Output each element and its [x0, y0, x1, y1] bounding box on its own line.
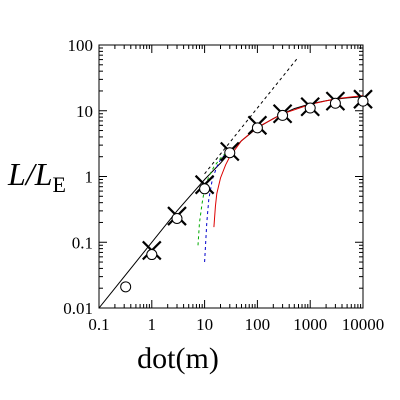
- series-4-line: [213, 95, 363, 228]
- x-tick-label: 10000: [342, 315, 385, 334]
- circle-marker: [171, 212, 183, 224]
- series-5-line: [204, 148, 231, 263]
- circle-marker: [304, 102, 316, 114]
- x-tick-label: 10: [196, 315, 213, 334]
- plot-frame: [98, 44, 364, 309]
- y-tick-label: 100: [68, 36, 94, 55]
- y-tick-label: 0.01: [63, 299, 93, 318]
- series-3-line: [204, 56, 299, 175]
- y-tick-label: 1: [85, 168, 94, 187]
- circle-marker: [251, 122, 263, 134]
- curves: [99, 56, 363, 308]
- circle-marker: [224, 147, 236, 159]
- y-axis-label: L/LE: [7, 156, 66, 197]
- circle-marker: [357, 95, 369, 107]
- x-tick-label: 100: [245, 315, 271, 334]
- circle-marker: [146, 249, 158, 261]
- circle-marker: [329, 97, 341, 109]
- x-tick-label: 1000: [293, 315, 327, 334]
- series-2-line: [99, 96, 363, 308]
- x-tick-label: 0.1: [88, 315, 109, 334]
- circle-marker: [120, 281, 132, 293]
- y-tick-label: 0.1: [72, 233, 93, 252]
- series-6-line: [197, 148, 231, 246]
- x-tick-label: 1: [148, 315, 157, 334]
- circle-marker: [199, 183, 211, 195]
- y-axis-label-subscript: E: [52, 172, 65, 197]
- circle-marker: [277, 109, 289, 121]
- y-tick-label: 10: [76, 102, 93, 121]
- x-axis-label: dot(m): [137, 342, 219, 375]
